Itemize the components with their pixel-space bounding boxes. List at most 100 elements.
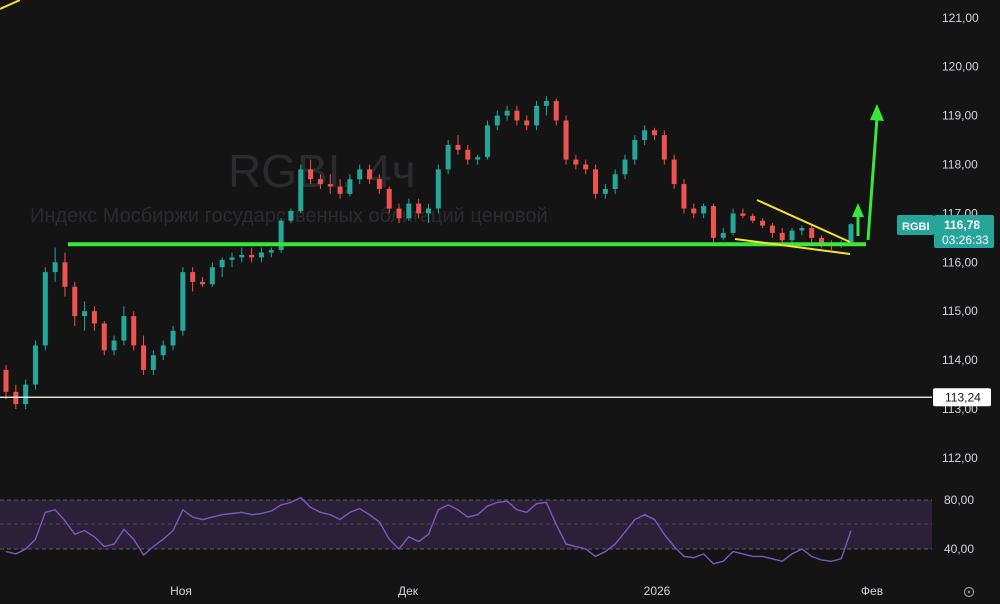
candle-body — [494, 115, 500, 126]
rsi-line — [5, 496, 852, 565]
candle-body — [180, 272, 186, 331]
candles-group — [3, 96, 854, 409]
candle-body — [121, 316, 127, 341]
price-tick-label: 112,00 — [942, 451, 978, 465]
candle-body — [691, 208, 697, 214]
candle-body — [769, 225, 775, 233]
candle-body — [91, 311, 97, 324]
candle-body — [819, 237, 825, 243]
candle-body — [3, 369, 9, 392]
candle-body — [612, 174, 618, 189]
candle-body — [809, 228, 815, 238]
rsi-tick-label: 80,00 — [944, 493, 974, 507]
svg-text:116,78: 116,78 — [944, 218, 980, 232]
candle-body — [848, 224, 854, 243]
candle-body — [426, 208, 431, 214]
candle-body — [337, 186, 343, 194]
candle-body — [730, 213, 736, 233]
candle-body — [376, 179, 382, 189]
candle-body — [82, 311, 88, 317]
candle-body — [514, 110, 520, 121]
price-tick-label: 118,00 — [942, 158, 978, 172]
candle-body — [445, 144, 451, 170]
candle-body — [740, 213, 746, 216]
candle-body — [209, 267, 215, 285]
candle-body — [13, 391, 19, 405]
candle-body — [543, 100, 549, 106]
candle-body — [799, 228, 805, 231]
candle-body — [671, 159, 677, 185]
candle-body — [661, 135, 667, 160]
corner-trend-line[interactable] — [0, 0, 21, 10]
candle-body — [789, 230, 795, 241]
candle-body — [386, 188, 392, 209]
candle-body — [298, 169, 304, 211]
candle-body — [62, 262, 68, 287]
candle-body — [239, 254, 245, 258]
watermark-title: RGBI, 4ч — [228, 145, 416, 197]
candle-body — [170, 330, 176, 346]
candle-body — [573, 159, 579, 165]
time-tick-label: Ноя — [170, 584, 192, 598]
candle-body — [160, 345, 166, 356]
candle-body — [602, 188, 608, 194]
candle-body — [111, 340, 117, 351]
candle-body — [288, 210, 294, 221]
candle-body — [308, 169, 314, 180]
price-tick-label: 119,00 — [942, 109, 978, 123]
triangle-lower-line[interactable] — [734, 238, 851, 255]
candle-body — [435, 169, 441, 209]
candle-body — [278, 220, 284, 251]
candle-body — [23, 384, 29, 405]
candle-body — [563, 120, 569, 160]
candle-body — [52, 262, 58, 273]
candle-body — [131, 316, 137, 346]
time-tick-label: 2026 — [644, 584, 671, 598]
symbol-price-label: RGBI 116,78 03:26:33 — [897, 215, 994, 248]
candle-body — [720, 232, 726, 238]
candle-body — [101, 323, 107, 351]
candle-body — [258, 252, 264, 258]
candle-body — [593, 169, 599, 194]
price-tick-label: 120,00 — [942, 60, 979, 74]
candle-body — [632, 140, 638, 160]
candle-body — [524, 120, 530, 126]
price-tick-label: 115,00 — [942, 304, 978, 318]
candle-body — [396, 208, 402, 219]
candle-body — [534, 105, 540, 126]
candle-body — [455, 144, 461, 150]
price-tick-label: 116,00 — [942, 255, 978, 269]
candle-body — [750, 215, 756, 221]
candle-body — [317, 179, 323, 185]
rsi-tick-label: 40,00 — [944, 542, 974, 556]
arrow-large-up[interactable] — [866, 104, 884, 241]
candle-body — [651, 130, 657, 136]
candle-body — [710, 206, 716, 238]
candle-body — [347, 179, 353, 194]
candle-body — [268, 250, 274, 253]
candle-body — [553, 100, 559, 121]
candle-body — [190, 272, 196, 282]
candle-body — [229, 257, 235, 260]
candle-body — [642, 130, 648, 141]
candle-body — [779, 232, 785, 241]
candle-body — [150, 355, 156, 370]
price-tick-label: 121,00 — [942, 11, 979, 25]
candle-body — [681, 184, 687, 209]
candle-body — [475, 157, 481, 160]
candle-body — [622, 159, 628, 175]
rsi-axis: 80,00 40,00 — [944, 493, 974, 556]
candle-body — [32, 345, 38, 385]
arrow-small-up[interactable] — [852, 203, 864, 236]
candle-body — [367, 169, 373, 180]
candle-body — [406, 203, 412, 219]
settings-icon[interactable] — [963, 586, 975, 598]
candle-body — [219, 259, 225, 268]
candle-body — [327, 184, 333, 187]
candle-body — [701, 206, 707, 214]
candle-body — [200, 281, 206, 285]
triangle-upper-line[interactable] — [756, 199, 851, 243]
svg-text:113,24: 113,24 — [945, 390, 981, 404]
time-tick-label: Дек — [398, 584, 419, 598]
